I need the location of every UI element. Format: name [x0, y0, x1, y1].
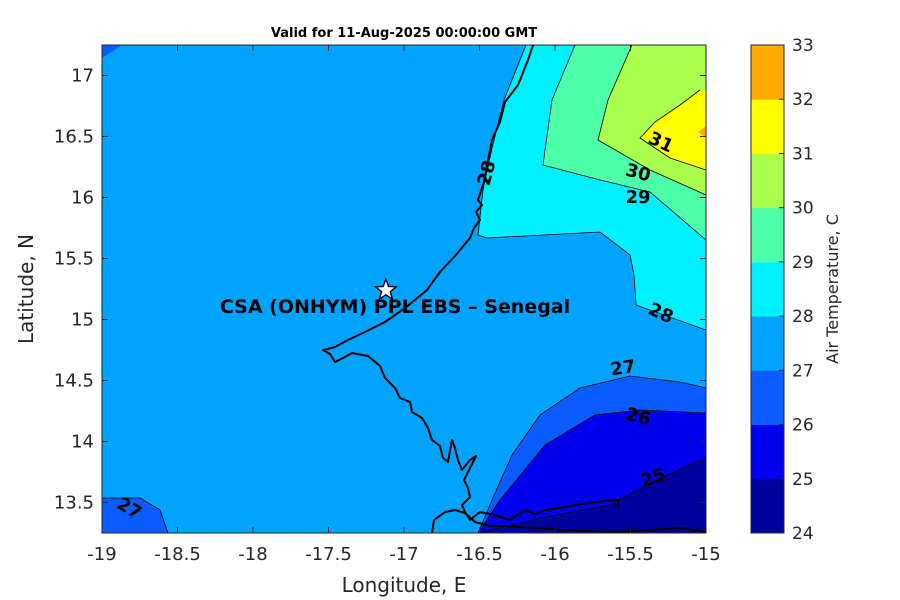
y-tick-label: 16.5: [54, 127, 94, 148]
colorbar-tick-label: 27: [792, 361, 814, 381]
colorbar-tick-label: 25: [792, 470, 814, 490]
x-tick-label: -17.5: [305, 544, 352, 565]
band-32-33-fill: [698, 126, 706, 138]
coastline-gambia-south: [431, 509, 706, 533]
x-axis-label: Longitude, E: [342, 573, 467, 597]
colorbar: 24 25 26 27 28 29 30 31 32 33: [750, 36, 814, 544]
colorbar-swatch: [751, 316, 784, 371]
colorbar-tick-label: 30: [792, 199, 814, 219]
station-star-icon: [373, 277, 399, 301]
x-tick-label: -16: [540, 544, 569, 565]
y-tick-label: 16: [71, 188, 94, 209]
chart-title: Valid for 11-Aug-2025 00:00:00 GMT: [271, 26, 537, 41]
colorbar-swatch: [751, 424, 784, 480]
contour-label: 27: [609, 356, 637, 380]
band-26-27-southwest-fill: [102, 498, 168, 533]
y-tick-label: 13.5: [54, 493, 94, 514]
contour-label: 29: [626, 187, 651, 208]
x-tick-label: -17: [389, 544, 418, 565]
colorbar-tick-label: 26: [792, 416, 814, 436]
band-31-32-fill: [640, 90, 706, 170]
station-label: CSA (ONHYM) PPL EBS – Senegal: [220, 296, 570, 318]
colorbar-swatch: [751, 153, 784, 209]
corner-26-fill: [102, 45, 122, 58]
colorbar-swatch: [751, 45, 784, 100]
x-axis-ticks: -19 -18.5 -18 -17.5 -17 -16.5 -16 -15.5 -15: [87, 45, 721, 565]
colorbar-tick-label: 32: [792, 90, 814, 110]
colorbar-swatch: [751, 99, 784, 154]
y-axis-ticks: 13.5 14 14.5 15 15.5 16 16.5 17: [54, 66, 706, 514]
colorbar-swatch: [751, 478, 784, 534]
colorbar-tick-label: 24: [792, 524, 814, 544]
colorbar-label: Air Temperature, C: [823, 214, 842, 364]
colorbar-tick-label: 31: [792, 144, 814, 164]
colorbar-tick-label: 29: [792, 253, 814, 273]
y-tick-label: 17: [71, 66, 94, 87]
x-tick-label: -15: [691, 544, 720, 565]
y-tick-label: 15.5: [54, 249, 94, 270]
coastline: [322, 45, 619, 521]
colorbar-frame: [750, 44, 785, 534]
colorbar-tick-label: 28: [792, 307, 814, 327]
band-24-25-fill: [478, 458, 706, 533]
colorbar-swatch: [751, 207, 784, 263]
colorbar-swatch: [751, 261, 784, 317]
x-tick-label: -16.5: [456, 544, 503, 565]
y-tick-label: 14: [71, 432, 94, 453]
x-tick-label: -18: [238, 544, 267, 565]
colorbar-swatch: [751, 370, 784, 426]
y-tick-label: 14.5: [54, 371, 94, 392]
x-tick-label: -18.5: [154, 544, 201, 565]
y-axis-label: Latitude, N: [14, 234, 38, 344]
colorbar-tick-label: 33: [792, 36, 814, 56]
y-tick-label: 15: [71, 310, 94, 331]
contour-lines: [102, 45, 706, 533]
x-tick-label: -15.5: [607, 544, 654, 565]
x-tick-label: -19: [87, 544, 116, 565]
